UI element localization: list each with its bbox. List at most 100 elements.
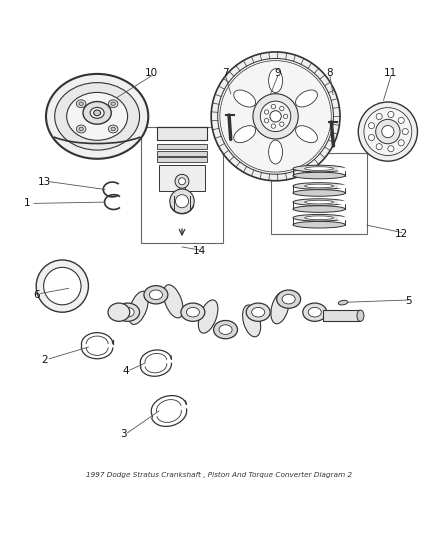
Ellipse shape [76, 125, 86, 133]
Circle shape [388, 146, 394, 152]
Ellipse shape [293, 206, 345, 212]
Text: 9: 9 [275, 68, 281, 78]
Text: 13: 13 [38, 176, 52, 187]
Ellipse shape [149, 290, 162, 300]
FancyBboxPatch shape [141, 127, 223, 243]
Text: 14: 14 [193, 246, 206, 256]
Circle shape [175, 174, 189, 188]
Circle shape [388, 111, 394, 117]
FancyBboxPatch shape [179, 181, 185, 199]
Ellipse shape [94, 110, 101, 116]
Ellipse shape [129, 291, 148, 325]
Ellipse shape [293, 190, 345, 196]
Ellipse shape [271, 292, 289, 324]
Text: 6: 6 [33, 290, 39, 300]
Text: 4: 4 [122, 366, 129, 376]
FancyBboxPatch shape [157, 151, 207, 156]
Circle shape [271, 124, 276, 128]
Ellipse shape [282, 294, 295, 304]
Circle shape [279, 122, 284, 126]
Ellipse shape [79, 102, 83, 106]
FancyBboxPatch shape [157, 157, 207, 162]
Ellipse shape [55, 83, 140, 150]
Text: 1: 1 [24, 198, 31, 208]
Ellipse shape [305, 216, 333, 220]
Ellipse shape [308, 308, 321, 317]
Circle shape [170, 189, 194, 213]
Circle shape [265, 118, 269, 123]
FancyBboxPatch shape [159, 165, 205, 191]
Circle shape [376, 119, 400, 144]
Ellipse shape [111, 127, 115, 131]
Ellipse shape [186, 308, 199, 317]
Circle shape [279, 107, 284, 111]
Ellipse shape [90, 108, 104, 118]
Ellipse shape [111, 102, 115, 106]
Ellipse shape [234, 126, 256, 143]
Ellipse shape [116, 303, 140, 321]
Text: 2: 2 [42, 355, 48, 365]
Ellipse shape [198, 300, 218, 333]
Text: 10: 10 [145, 68, 158, 78]
Circle shape [283, 114, 288, 118]
Ellipse shape [277, 290, 300, 308]
Ellipse shape [76, 100, 86, 108]
Ellipse shape [163, 285, 183, 318]
Ellipse shape [252, 308, 265, 317]
Ellipse shape [303, 303, 327, 321]
Ellipse shape [219, 325, 232, 334]
Ellipse shape [293, 183, 345, 189]
Text: 8: 8 [327, 68, 333, 78]
Circle shape [271, 104, 276, 109]
Ellipse shape [214, 320, 237, 339]
Ellipse shape [181, 303, 205, 321]
Circle shape [36, 260, 88, 312]
Ellipse shape [268, 140, 283, 164]
Text: 3: 3 [120, 429, 127, 439]
FancyBboxPatch shape [157, 144, 207, 149]
Ellipse shape [108, 303, 130, 321]
Ellipse shape [83, 102, 111, 124]
Circle shape [368, 134, 374, 141]
Circle shape [253, 94, 298, 139]
Ellipse shape [293, 165, 345, 172]
Circle shape [376, 114, 382, 119]
Circle shape [398, 140, 404, 146]
Ellipse shape [121, 308, 134, 317]
Ellipse shape [338, 300, 348, 305]
Circle shape [176, 175, 188, 188]
Ellipse shape [293, 172, 345, 179]
Text: 12: 12 [395, 229, 408, 239]
Ellipse shape [293, 199, 345, 205]
Circle shape [364, 108, 412, 156]
Circle shape [260, 101, 291, 132]
Circle shape [402, 128, 408, 135]
Ellipse shape [296, 90, 318, 107]
Circle shape [176, 195, 188, 208]
Ellipse shape [144, 286, 168, 304]
Ellipse shape [268, 69, 283, 93]
Text: 11: 11 [384, 68, 398, 78]
Circle shape [265, 110, 269, 114]
Ellipse shape [46, 74, 148, 159]
Ellipse shape [108, 100, 118, 108]
Ellipse shape [234, 90, 256, 107]
Ellipse shape [293, 221, 345, 228]
Circle shape [270, 111, 281, 122]
Circle shape [382, 125, 394, 138]
Ellipse shape [67, 92, 127, 140]
Circle shape [368, 123, 374, 128]
Circle shape [179, 178, 185, 185]
Text: 1997 Dodge Stratus Crankshaft , Piston And Torque Converter Diagram 2: 1997 Dodge Stratus Crankshaft , Piston A… [86, 472, 352, 478]
FancyBboxPatch shape [157, 127, 207, 140]
Text: 7: 7 [222, 68, 229, 78]
Ellipse shape [305, 200, 333, 204]
FancyBboxPatch shape [271, 154, 367, 234]
Circle shape [376, 143, 382, 150]
FancyBboxPatch shape [323, 310, 360, 321]
Circle shape [358, 102, 417, 161]
Ellipse shape [243, 305, 261, 337]
Ellipse shape [108, 125, 118, 133]
Ellipse shape [305, 184, 333, 188]
Circle shape [220, 61, 331, 172]
